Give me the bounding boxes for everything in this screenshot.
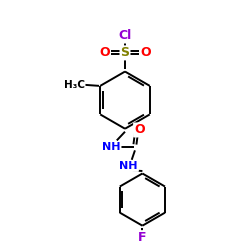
Text: S: S <box>120 46 130 60</box>
Text: F: F <box>138 231 147 244</box>
Text: NH: NH <box>102 142 120 152</box>
Text: Cl: Cl <box>118 30 132 43</box>
Text: H₃C: H₃C <box>64 80 85 90</box>
Text: NH: NH <box>120 161 138 171</box>
Text: O: O <box>99 46 110 60</box>
Text: O: O <box>140 46 151 60</box>
Text: O: O <box>134 124 145 136</box>
